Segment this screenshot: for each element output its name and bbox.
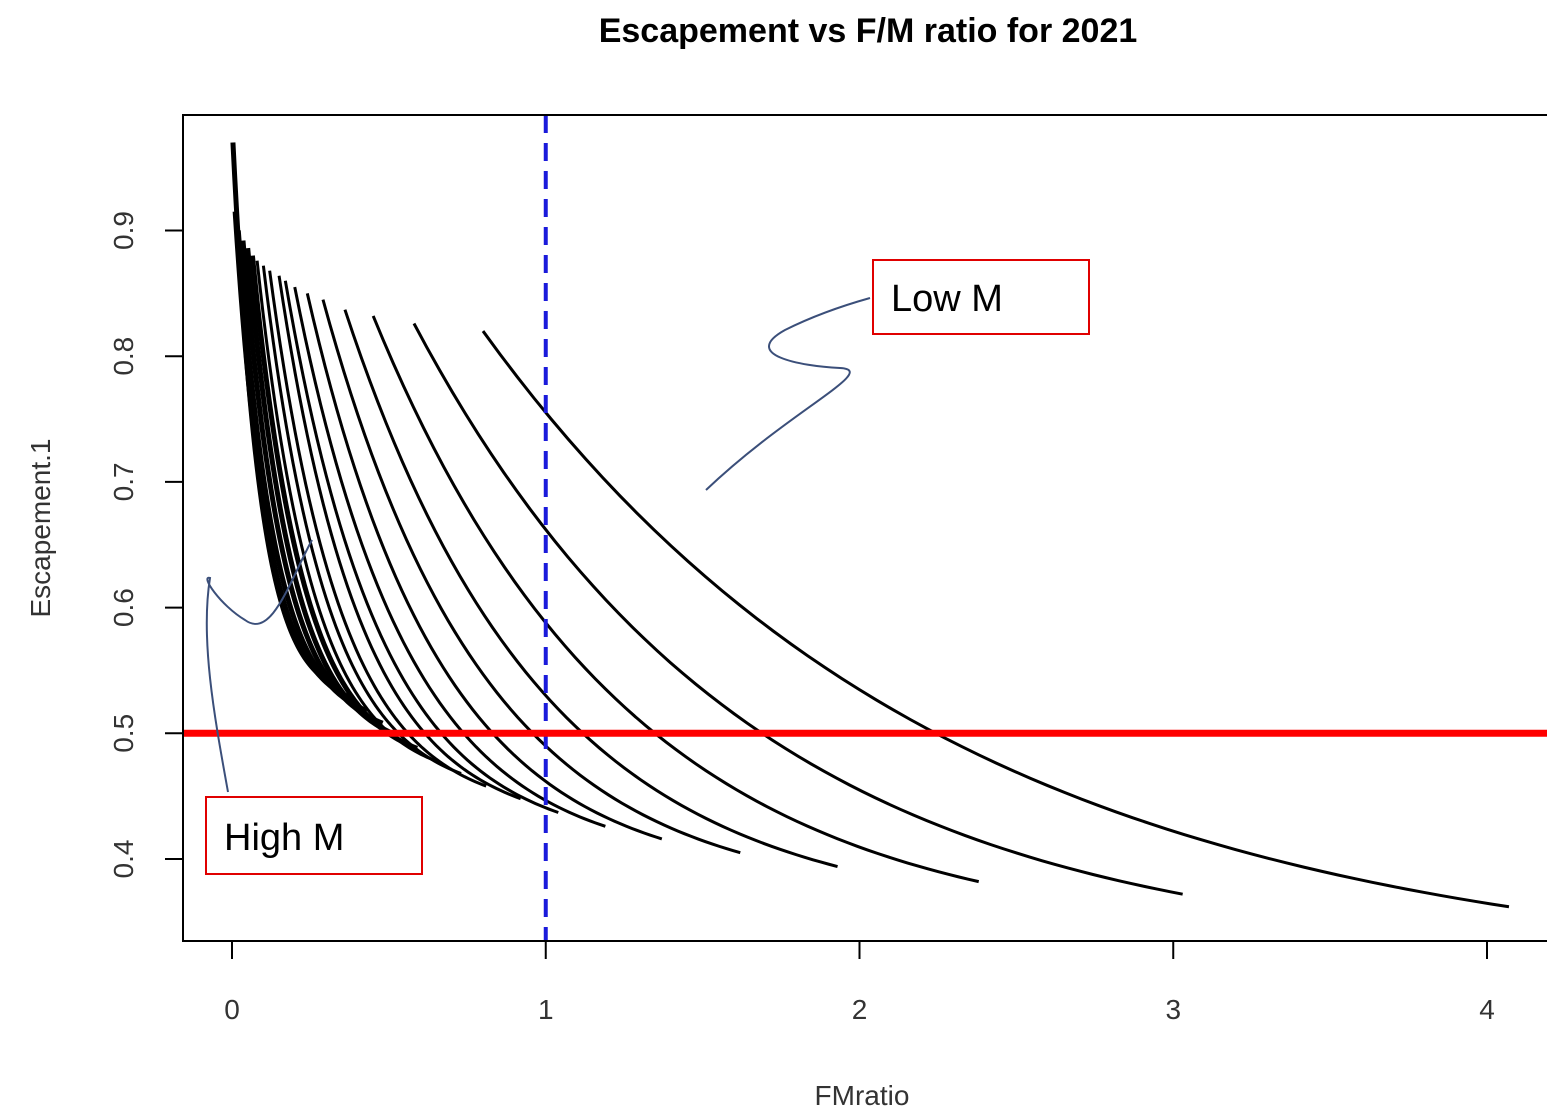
series-line: [245, 247, 400, 739]
x-tick-label: 1: [538, 994, 554, 1025]
high-m-label: High M: [224, 817, 344, 859]
x-tick-label: 0: [224, 994, 240, 1025]
series-line: [293, 286, 606, 828]
series-line: [277, 275, 522, 801]
y-axis: 0.4 0.5 0.6 0.7 0.8 0.9: [108, 211, 184, 879]
y-tick-label: 0.8: [108, 337, 139, 376]
x-tick-label: 4: [1479, 994, 1495, 1025]
y-axis-label: Escapement.1: [25, 439, 56, 618]
high-m-callout-curve: [205, 539, 313, 793]
series-line: [261, 265, 462, 775]
chart-title: Escapement vs F/M ratio for 2021: [599, 12, 1138, 50]
high-m-box: [205, 796, 423, 875]
y-tick-label: 0.6: [108, 588, 139, 627]
series-line: [235, 230, 368, 713]
low-m-callout-curve: [705, 297, 871, 491]
low-m-box: [872, 259, 1090, 335]
x-axis-label: FMratio: [815, 1080, 910, 1111]
series-line: [481, 330, 1510, 909]
series-line: [371, 315, 980, 884]
y-tick-label: 0.4: [108, 840, 139, 879]
x-tick-label: 3: [1165, 994, 1181, 1025]
series-line: [343, 309, 838, 868]
series-line: [305, 293, 663, 841]
x-tick-label: 2: [852, 994, 868, 1025]
x-axis: 0 1 2 3 4: [224, 940, 1495, 1025]
y-tick-label: 0.5: [108, 714, 139, 753]
series-layer: [230, 142, 1510, 909]
series-line: [412, 322, 1183, 896]
series-line: [283, 280, 559, 814]
y-tick-label: 0.7: [108, 462, 139, 501]
y-tick-label: 0.9: [108, 211, 139, 250]
low-m-label: Low M: [891, 278, 1003, 320]
series-line: [240, 240, 384, 726]
series-line: [230, 142, 337, 688]
